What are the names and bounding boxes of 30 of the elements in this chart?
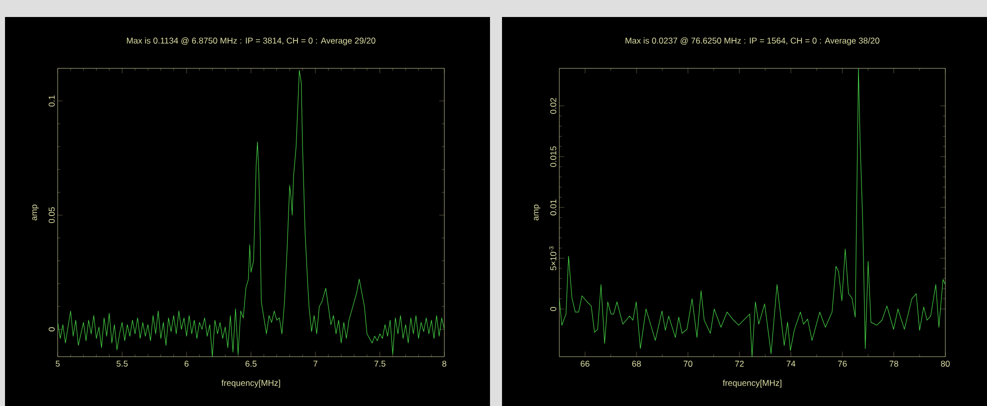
x-tick-label: 74 — [786, 360, 796, 367]
x-tick-label: 6 — [184, 360, 189, 367]
x-axis-title: frequency[MHz] — [221, 380, 280, 388]
chart-title: Max is 0.0237 @ 76.6250 MHz : IP = 1564, CH = 0 : Average 38/20 — [626, 37, 880, 46]
y-axis-title: amp — [534, 204, 540, 220]
x-tick-label: 66 — [580, 360, 590, 367]
x-tick-label: 80 — [940, 360, 950, 367]
x-tick-label: 7 — [314, 360, 318, 367]
y-tick-label: 0.02 — [550, 98, 556, 114]
x-axis-title: frequency[MHz] — [722, 380, 782, 388]
x-tick-label: 8 — [442, 360, 446, 367]
y-tick-label: 0 — [550, 306, 556, 311]
chart-title: Max is 0.1134 @ 6.8750 MHz : IP = 3814, CH = 0 : Average 29/20 — [126, 37, 376, 46]
y-axis-title: amp — [32, 204, 39, 220]
x-tick-label: 70 — [684, 360, 692, 367]
x-tick-label: 68 — [632, 360, 641, 367]
x-tick-label: 5 — [56, 360, 60, 367]
y-tick-label: 5×10$^{-3}$ — [549, 246, 556, 270]
x-tick-label: 6.5 — [246, 360, 257, 367]
line-series — [559, 68, 946, 357]
y-tick-label: 0 — [48, 327, 55, 332]
x-tick-label: 76 — [838, 360, 847, 367]
x-tick-label: 5.5 — [116, 360, 128, 367]
y-tick-label: 0.1 — [48, 95, 55, 107]
x-tick-label: 72 — [735, 360, 744, 367]
x-tick-label: 7.5 — [374, 360, 386, 367]
y-tick-label: 0.015 — [550, 146, 556, 167]
y-tick-label: 0.01 — [550, 200, 556, 216]
y-tick-label: 0.05 — [48, 207, 55, 224]
x-tick-label: 78 — [890, 360, 898, 367]
